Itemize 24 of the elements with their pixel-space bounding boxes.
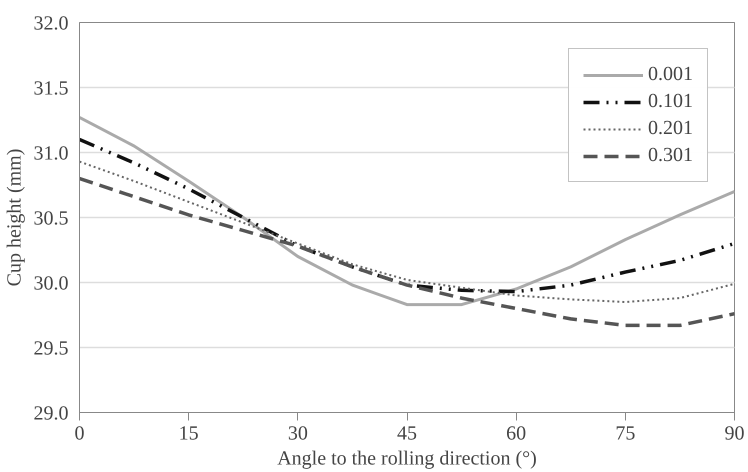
- legend-label: 0.201: [648, 117, 693, 140]
- x-tick-label: 45: [397, 422, 417, 444]
- y-tick-label: 31.5: [34, 78, 68, 100]
- y-tick-label: 29.0: [34, 402, 68, 424]
- y-tick-label: 31.0: [34, 142, 68, 164]
- x-tick-label: 30: [288, 422, 308, 444]
- x-tick-label: 15: [178, 422, 199, 444]
- legend-label: 0.001: [648, 63, 693, 86]
- line-series: [80, 138, 734, 294]
- y-tick-label: 30.0: [34, 272, 68, 294]
- legend-label: 0.101: [648, 90, 693, 113]
- line-series: [80, 176, 734, 328]
- legend-label: 0.301: [648, 144, 693, 167]
- x-tick-label: 90: [724, 422, 744, 444]
- y-tick-label: 32.0: [34, 12, 68, 34]
- y-tick-label: 30.5: [34, 208, 68, 230]
- x-tick-label: 0: [74, 422, 84, 444]
- y-tick-label: 29.5: [34, 338, 68, 360]
- x-tick-label: 60: [506, 422, 526, 444]
- y-axis-title: Cup height (mm): [4, 148, 26, 286]
- x-tick-label: 75: [615, 422, 636, 444]
- line-series: [80, 160, 734, 303]
- x-axis-title: Angle to the rolling direction (°): [277, 448, 537, 470]
- line-series: [80, 116, 734, 306]
